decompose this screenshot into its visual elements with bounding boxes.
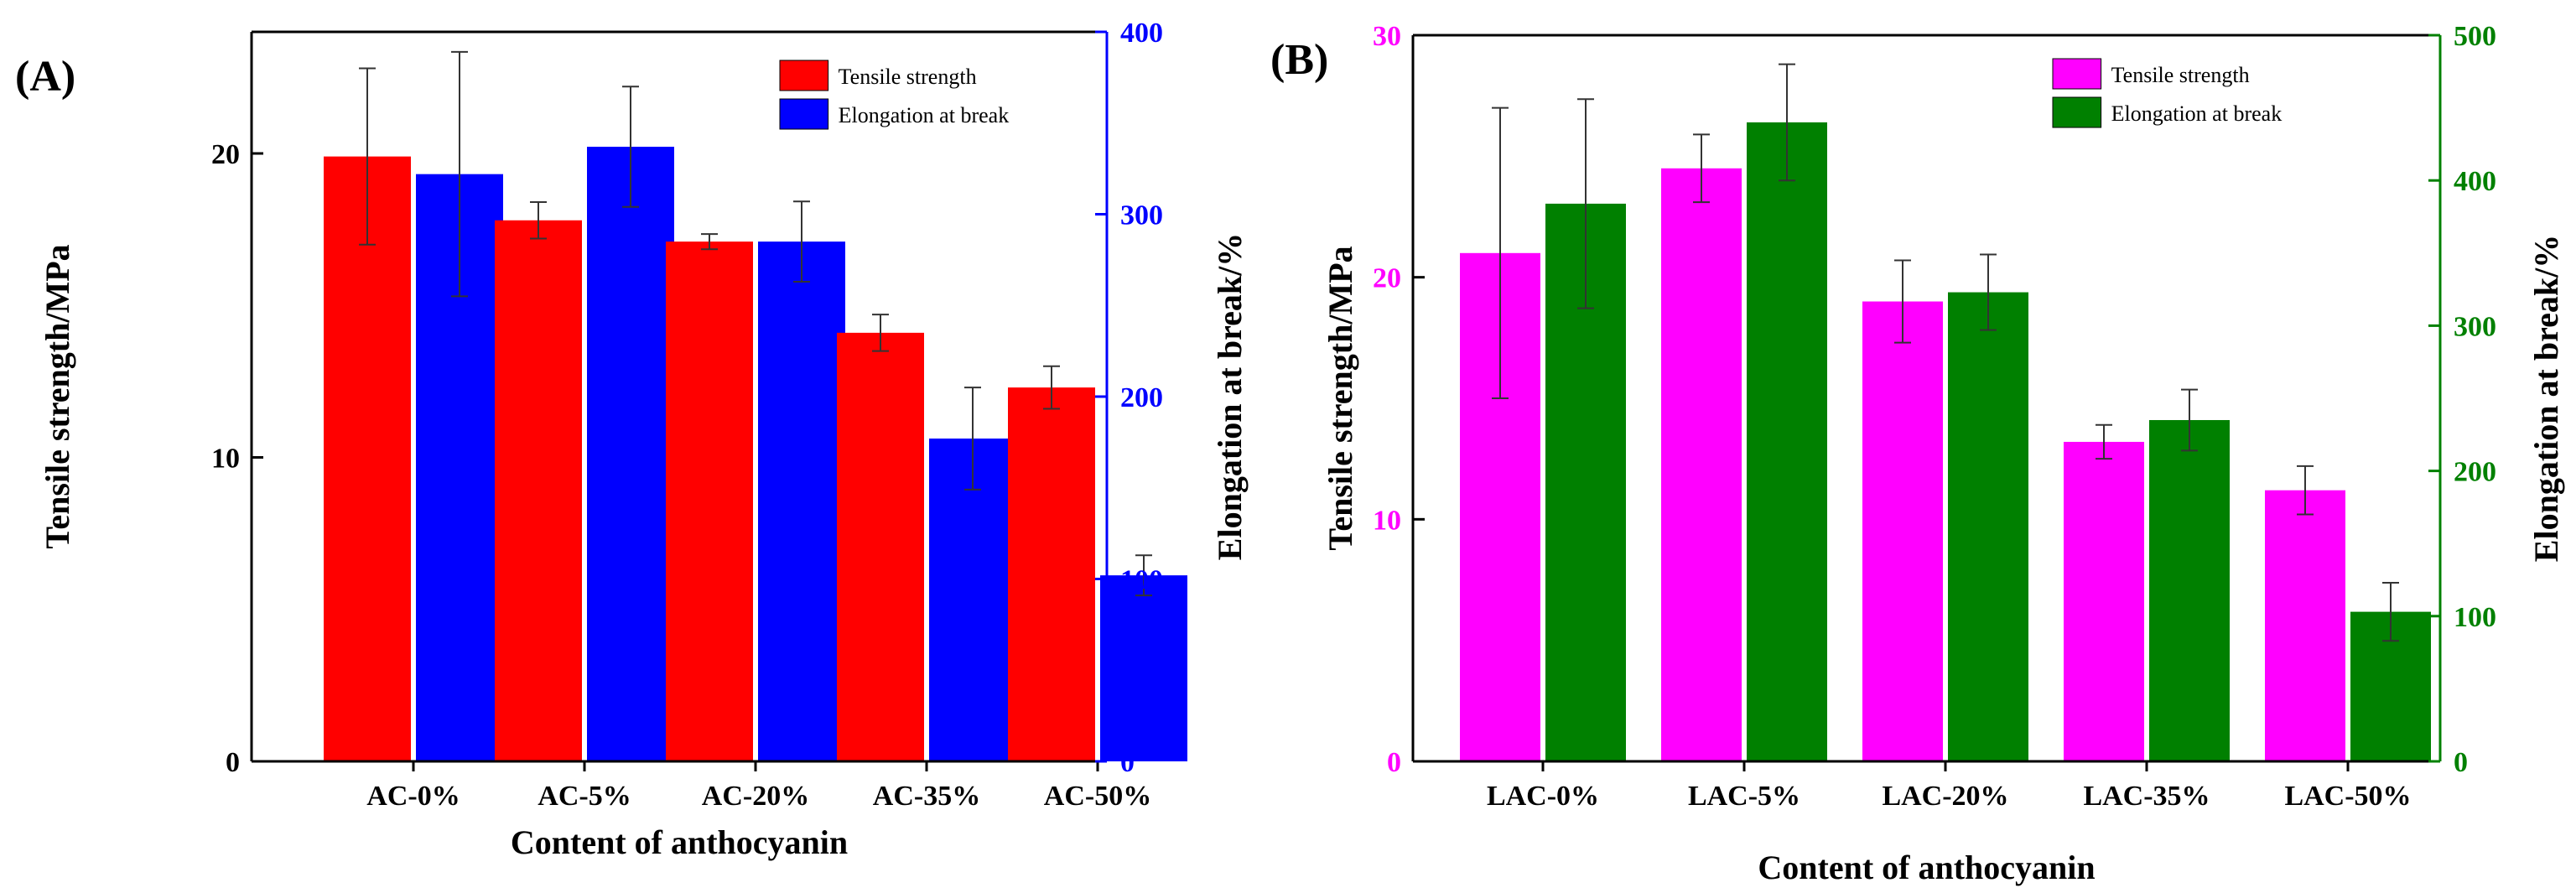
- y-axis-title-right: Elongation at break/%: [2527, 235, 2565, 562]
- x-tick-label: LAC-5%: [1688, 781, 1800, 812]
- y-tick-label-left: 0: [1387, 747, 1401, 778]
- bar-tensile: [837, 332, 924, 761]
- x-tick-label: LAC-0%: [1487, 781, 1599, 812]
- bar-tensile: [2064, 441, 2144, 761]
- x-tick-label: AC-5%: [538, 781, 631, 812]
- bar-tensile: [1862, 301, 1943, 761]
- y-tick-label-left: 10: [1373, 505, 1401, 536]
- y-tick-label-right: 0: [2454, 747, 2468, 778]
- bar-tensile: [1661, 168, 1742, 761]
- y-tick-label-left: 20: [211, 139, 240, 170]
- x-axis-title: Content of anthocyanin: [1758, 849, 2095, 886]
- y-tick-label-right: 100: [2454, 602, 2496, 633]
- panel-a: AC-0% AC-5% AC-20% AC-35% AC-50%010200100200…: [15, 18, 1249, 861]
- y-axis-title-right: Elongation at break/%: [1211, 233, 1249, 560]
- bar-elongation: [587, 147, 674, 761]
- y-tick-label-right: 300: [1120, 200, 1163, 231]
- y-axis-title-left: Tensile strength/MPa: [39, 244, 76, 548]
- bar-elongation: [2149, 419, 2230, 761]
- x-tick-label: AC-0%: [366, 781, 460, 812]
- y-tick-label-right: 300: [2454, 311, 2496, 342]
- legend-label: Tensile strength: [2111, 63, 2250, 87]
- bar-tensile: [1008, 387, 1095, 761]
- y-axis-title-left: Tensile strength/MPa: [1322, 246, 1359, 550]
- x-tick-label: LAC-35%: [2083, 781, 2210, 812]
- legend-swatch: [779, 98, 829, 130]
- y-tick-label-right: 100: [1120, 565, 1163, 596]
- y-tick-label-left: 0: [226, 747, 240, 778]
- legend-swatch: [2052, 58, 2102, 90]
- panel-label: (A): [15, 53, 75, 101]
- legend-swatch: [779, 60, 829, 91]
- bar-elongation: [929, 439, 1016, 761]
- y-tick-label-right: 400: [2454, 166, 2496, 197]
- bar-tensile: [666, 241, 753, 761]
- bar-elongation: [1948, 292, 2028, 762]
- x-tick-label: LAC-20%: [1882, 781, 2008, 812]
- x-tick-label: AC-50%: [1044, 781, 1151, 812]
- y-tick-label-right: 500: [2454, 21, 2496, 52]
- y-tick-label-left: 10: [211, 444, 240, 475]
- legend-label: Tensile strength: [839, 65, 977, 89]
- legend-swatch: [2052, 96, 2102, 128]
- legend-label: Elongation at break: [2111, 101, 2283, 126]
- y-tick-label-left: 20: [1373, 263, 1401, 294]
- bar-elongation: [1100, 575, 1187, 761]
- y-tick-label-right: 200: [1120, 382, 1163, 413]
- x-tick-label: LAC-50%: [2284, 781, 2411, 812]
- bar-elongation: [1747, 122, 1827, 762]
- y-tick-label-right: 200: [2454, 457, 2496, 488]
- legend-label: Elongation at break: [839, 103, 1010, 127]
- y-tick-label-right: 400: [1120, 18, 1163, 49]
- bar-tensile: [2265, 490, 2345, 761]
- y-tick-label-left: 30: [1373, 21, 1401, 52]
- bar-tensile: [324, 156, 411, 761]
- panel-label: (B): [1270, 36, 1328, 84]
- panel-b: LAC-0% LAC-5% LAC-20% LAC-35% LAC-50% 0 10 20 30…: [1270, 21, 2565, 886]
- bar-elongation: [758, 241, 845, 761]
- bar-tensile: [495, 220, 582, 761]
- x-tick-label: AC-35%: [873, 781, 980, 812]
- y-tick-label-right: 0: [1120, 747, 1135, 778]
- x-axis-title: Content of anthocyanin: [511, 823, 848, 861]
- x-tick-label: AC-20%: [702, 781, 809, 812]
